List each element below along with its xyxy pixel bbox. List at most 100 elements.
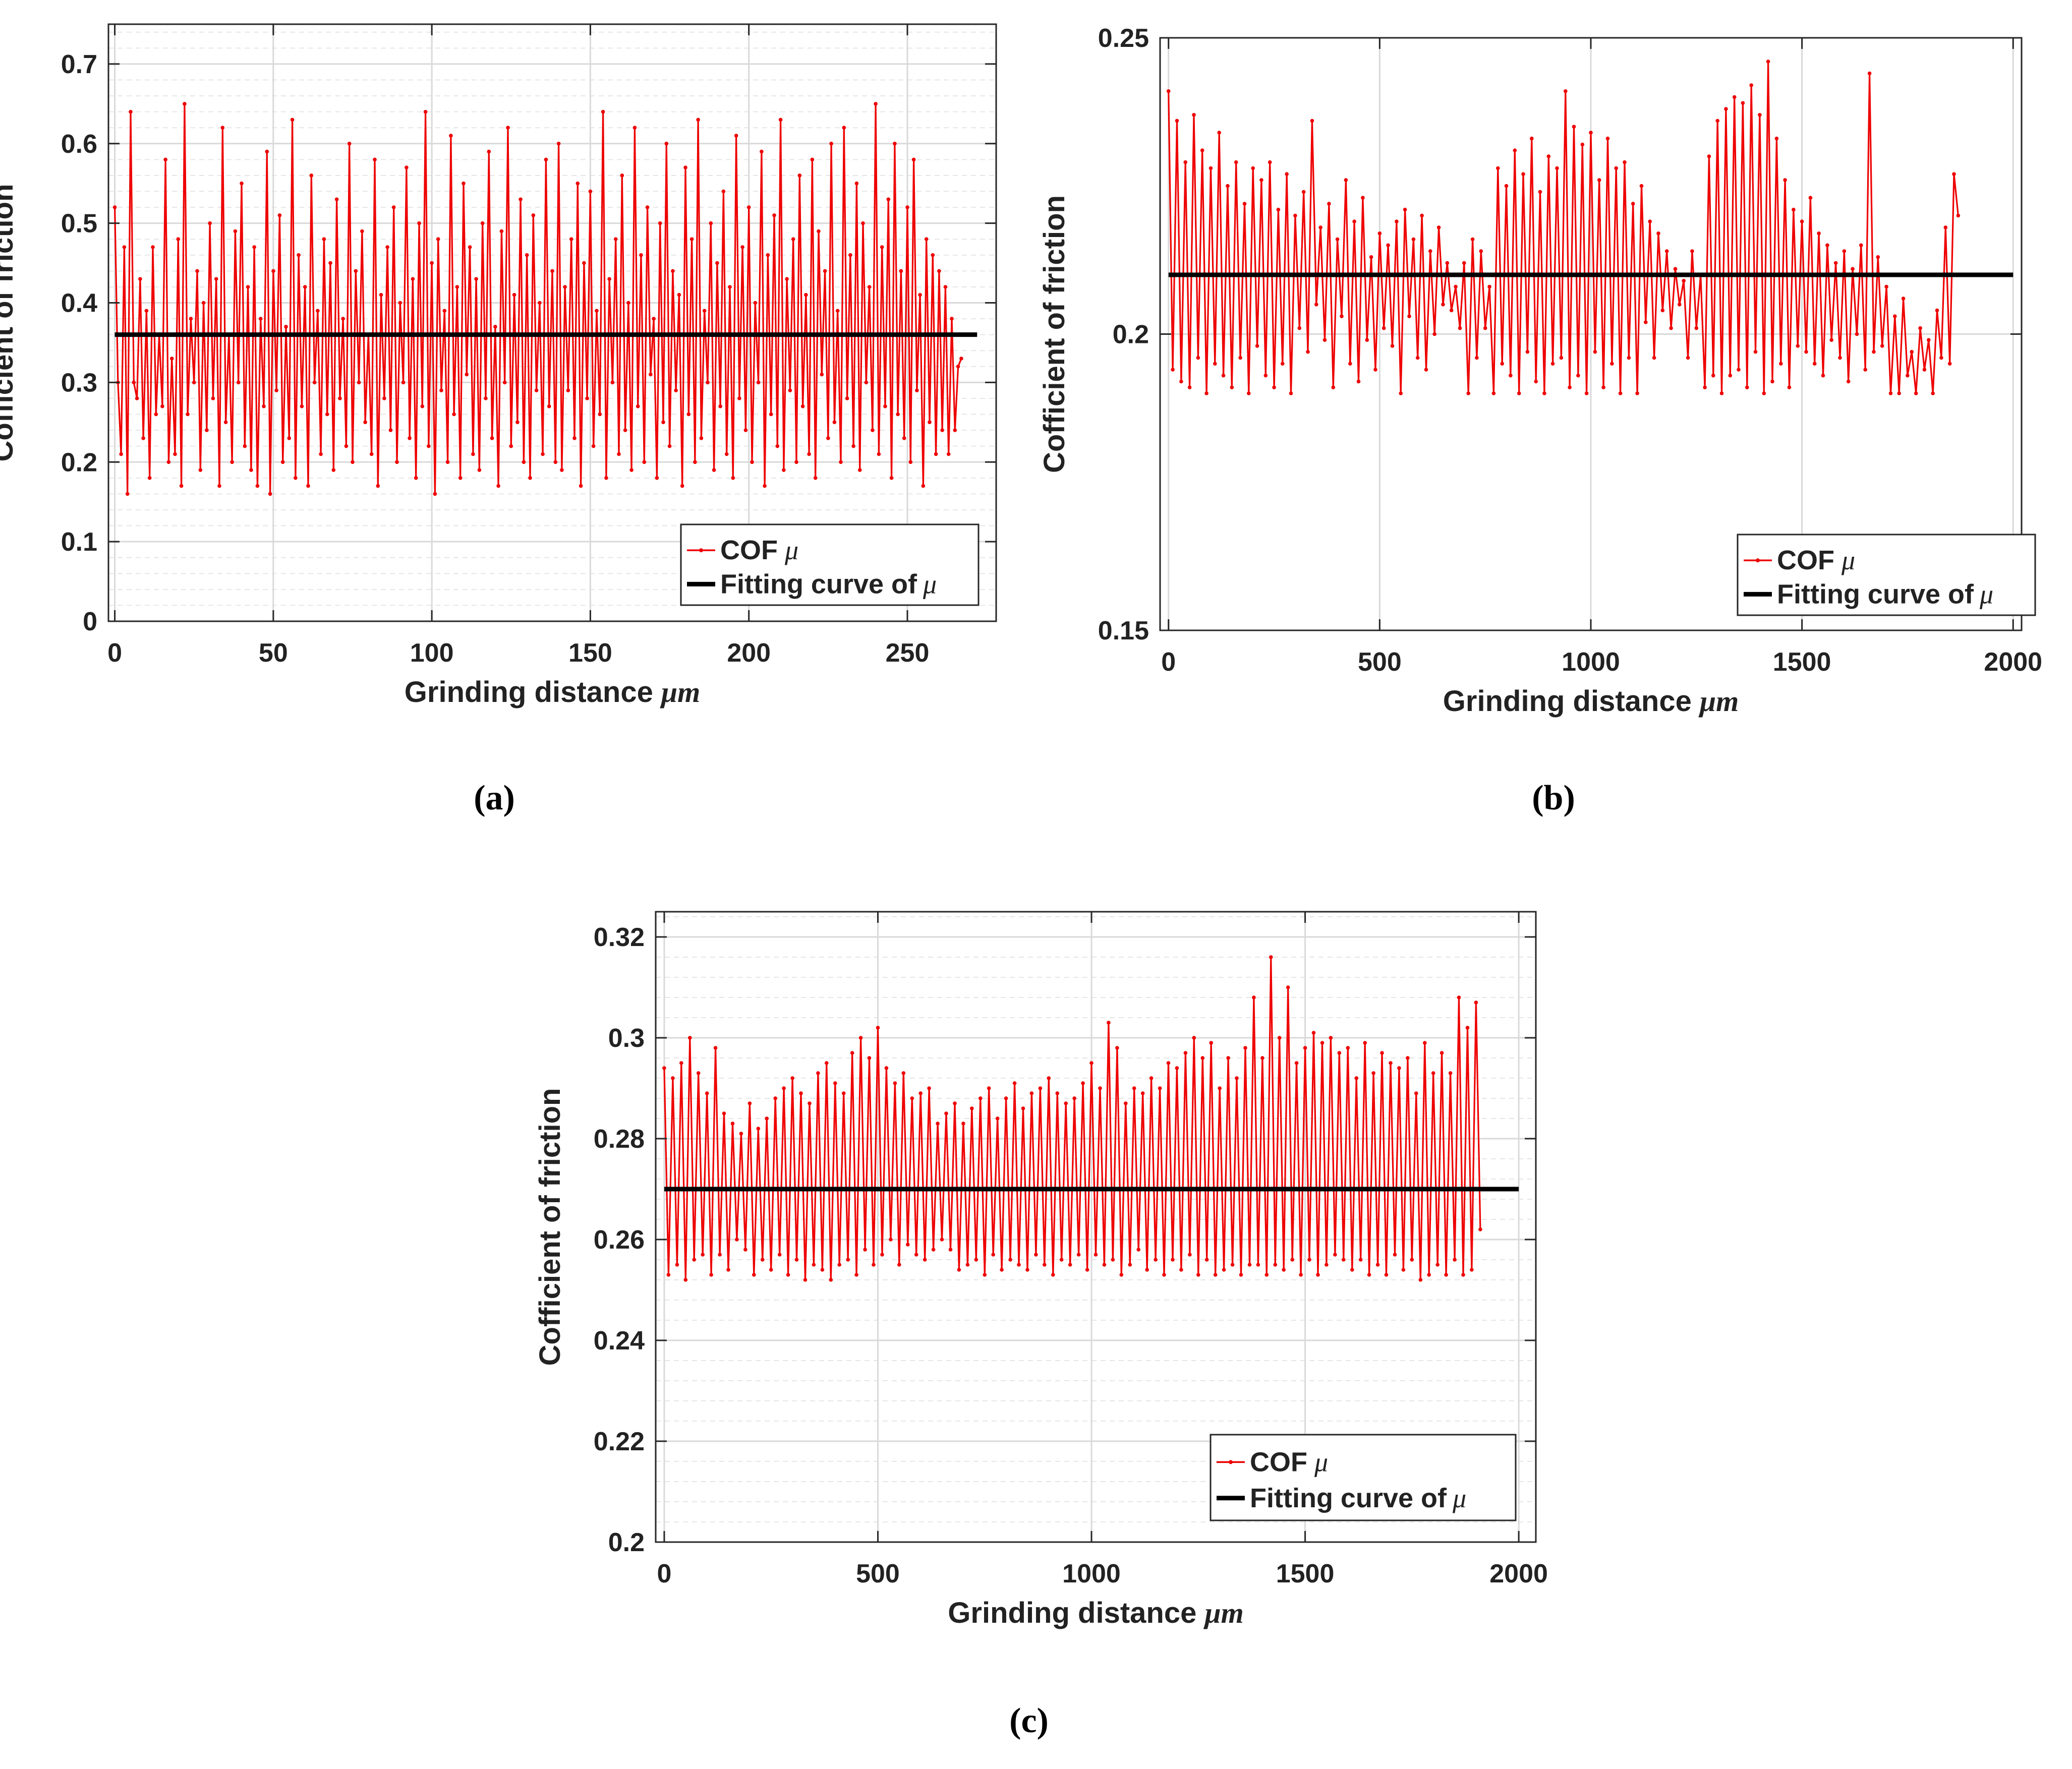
cof-point <box>195 269 199 273</box>
cof-point <box>1470 237 1475 242</box>
cof-point <box>490 436 494 440</box>
cof-point <box>1694 326 1699 330</box>
cof-point <box>674 388 678 392</box>
cof-point <box>138 277 142 281</box>
cof-point <box>223 420 228 425</box>
cof-point <box>810 157 815 162</box>
legend-cof-marker <box>699 548 703 553</box>
cof-point <box>871 428 875 432</box>
chart-panel-a: 0 50 100 150 200 250 0 0.1 0.2 0.3 0.4 0.5 0.6 0.7 Gri… <box>0 23 997 817</box>
cof-point <box>1234 160 1238 164</box>
cof-point <box>1461 1273 1465 1277</box>
cof-point <box>817 229 821 233</box>
cof-point <box>629 468 634 472</box>
x-tick-label: 150 <box>568 638 612 668</box>
cof-point <box>1546 154 1551 158</box>
cof-point <box>950 317 954 321</box>
cof-point <box>1466 391 1470 395</box>
cof-point <box>610 380 615 385</box>
cof-point <box>1329 1036 1333 1040</box>
cof-point <box>1833 261 1838 265</box>
cof-point <box>886 197 891 202</box>
cof-point <box>1880 344 1884 348</box>
cof-point <box>880 1253 884 1257</box>
cof-point <box>1440 1051 1444 1055</box>
x-tick-label: 1000 <box>1562 647 1620 677</box>
cof-point <box>1525 349 1530 354</box>
cof-point <box>804 292 808 297</box>
cof-point <box>217 484 221 488</box>
cof-point <box>1289 391 1293 395</box>
cof-point <box>617 452 621 456</box>
cof-point <box>1273 1263 1278 1267</box>
cof-point <box>1235 1076 1239 1080</box>
legend-fit-name: Fitting curve of <box>720 569 917 599</box>
cof-point <box>854 1273 858 1277</box>
cof-point <box>1664 249 1669 253</box>
cof-line <box>114 103 962 495</box>
cof-point <box>910 1096 914 1100</box>
cof-point <box>480 221 485 225</box>
cof-point <box>1222 1268 1226 1272</box>
cof-point <box>908 460 913 464</box>
cof-point <box>679 1061 683 1065</box>
cof-point <box>959 357 963 361</box>
cof-point <box>995 1116 1000 1121</box>
cof-point <box>756 1127 761 1131</box>
cof-point <box>1043 1263 1047 1267</box>
cof-point <box>1444 1273 1448 1277</box>
cof-point <box>1401 1268 1406 1272</box>
cof-point <box>884 1066 889 1070</box>
cof-point <box>1427 1273 1431 1277</box>
y-tick-label: 0.6 <box>61 130 97 159</box>
x-tick-label: 1000 <box>1062 1559 1121 1588</box>
cof-point <box>598 412 602 417</box>
cof-point <box>405 165 409 170</box>
legend-cof-name: COF <box>1777 545 1834 575</box>
cof-point <box>1711 373 1715 378</box>
cof-line <box>663 956 1481 1281</box>
cof-point <box>1196 356 1200 360</box>
cof-point <box>639 253 643 257</box>
cof-point <box>1124 1101 1128 1105</box>
cof-point <box>1263 373 1268 378</box>
cof-point <box>709 1273 713 1277</box>
x-tick-label: 0 <box>657 1559 671 1588</box>
cof-point <box>588 189 593 194</box>
cof-point <box>1724 107 1728 111</box>
cof-point <box>1047 1076 1051 1080</box>
cof-point <box>525 253 529 257</box>
cof-point <box>645 205 650 209</box>
cof-point <box>861 221 865 225</box>
cof-point <box>363 420 367 425</box>
cof-point <box>1282 1268 1286 1272</box>
cof-point <box>1276 207 1281 212</box>
cof-point <box>414 476 418 480</box>
cof-point <box>1792 207 1796 212</box>
cof-point <box>385 245 389 249</box>
cof-point <box>1154 1258 1158 1262</box>
cof-point <box>1399 391 1403 395</box>
legend-fit-label: Fitting curve of μ <box>1250 1483 1466 1513</box>
cof-point <box>1008 1258 1012 1262</box>
y-tick-label: 0.26 <box>594 1225 645 1255</box>
cof-point <box>277 213 282 217</box>
cof-point <box>1350 1268 1354 1272</box>
cof-point <box>1779 362 1783 366</box>
cof-point <box>901 1071 906 1075</box>
cof-point <box>970 1106 974 1110</box>
cof-point <box>316 309 320 313</box>
cof-point <box>1140 1091 1145 1095</box>
cof-point <box>1635 391 1639 395</box>
cof-point <box>1897 391 1901 395</box>
cof-point <box>1568 385 1572 389</box>
cof-point <box>867 1056 872 1060</box>
cof-point <box>290 117 295 122</box>
cof-point <box>1294 1061 1299 1065</box>
cof-point <box>1851 267 1855 271</box>
cof-point <box>538 301 542 305</box>
cof-point <box>1652 356 1656 360</box>
x-tick-label: 2000 <box>1489 1559 1548 1588</box>
panel-caption: (b) <box>1532 779 1575 817</box>
cof-point <box>867 285 872 289</box>
